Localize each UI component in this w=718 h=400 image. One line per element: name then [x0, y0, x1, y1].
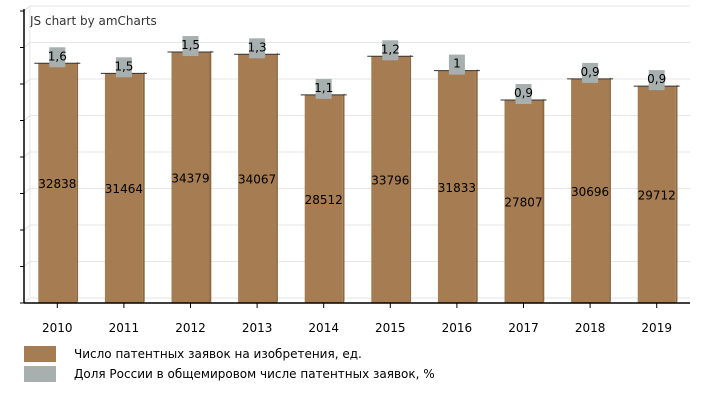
bar-side	[142, 71, 145, 303]
bar-value-label: 31833	[438, 181, 476, 195]
legend-swatch-applications	[24, 346, 56, 362]
bar-side	[209, 50, 212, 304]
share-marker	[382, 40, 399, 61]
share-marker	[582, 62, 599, 83]
axes: 2010 2011 2012 2013 2014 2015 2016 2017 2018 2019	[20, 9, 690, 335]
x-tick-label: 2014	[308, 321, 339, 335]
x-tick-label: 2018	[575, 321, 606, 335]
x-tick-label: 2016	[442, 321, 473, 335]
bar-side	[342, 93, 345, 303]
legend-label-applications: Число патентных заявок на изобретения, е…	[74, 347, 362, 361]
gridline-diagonal	[23, 78, 31, 85]
share-value-label: 0,9	[647, 72, 666, 86]
gridline-diagonal	[23, 188, 31, 194]
legend-label-share: Доля России в общемировом числе патентны…	[74, 367, 435, 381]
share-marker	[249, 38, 266, 59]
bar-value-label: 31464	[105, 182, 143, 196]
share-value-label: 1,2	[381, 42, 400, 56]
x-tick-label: 2011	[109, 321, 140, 335]
share-value-label: 1,1	[314, 81, 333, 95]
bar-side	[609, 77, 611, 304]
bar-value-label: 27807	[504, 196, 542, 210]
bar-value-label: 34379	[171, 172, 209, 186]
gridline-diagonal	[23, 151, 31, 158]
bar-side	[675, 84, 678, 303]
gridline-diagonal	[23, 297, 31, 304]
bars	[34, 36, 680, 304]
bar-side	[475, 69, 478, 303]
share-marker	[115, 57, 132, 78]
share-value-label: 1,5	[181, 38, 200, 52]
bar	[38, 63, 77, 304]
gridline-diagonal	[23, 5, 31, 12]
x-tick-label: 2013	[242, 321, 273, 335]
bar	[571, 78, 610, 304]
share-marker	[182, 36, 199, 57]
gridline-diagonal	[23, 224, 31, 231]
bar-value-label: 32838	[38, 177, 76, 191]
bar	[304, 94, 343, 303]
share-value-label: 1,6	[48, 49, 67, 63]
bar	[371, 56, 410, 303]
share-marker	[448, 54, 465, 75]
data-labels: 32838 1,6 31464 1,5 34379 1,5 34067 1,3 28512 1,1…	[38, 38, 676, 209]
gridline-diagonal	[23, 42, 31, 48]
share-marker	[515, 84, 532, 105]
x-tick-label: 2019	[641, 321, 672, 335]
bar	[171, 52, 210, 304]
gridline-diagonal	[23, 115, 31, 121]
bar-value-label: 28512	[305, 193, 343, 207]
bar-value-label: 33796	[371, 174, 409, 188]
share-value-label: 0,9	[514, 86, 533, 100]
share-marker	[648, 70, 665, 91]
share-value-label: 1,5	[114, 59, 133, 73]
share-marker	[49, 47, 66, 68]
share-value-label: 0,9	[581, 65, 600, 79]
bar-value-label: 29712	[638, 189, 676, 203]
bar	[504, 100, 543, 303]
bar-side	[276, 52, 278, 304]
bar	[238, 54, 277, 304]
bar	[104, 73, 143, 303]
bar-side	[409, 54, 412, 303]
share-value-label: 1	[453, 57, 461, 71]
x-tick-label: 2015	[375, 321, 406, 335]
x-tick-label: 2012	[175, 321, 206, 335]
legend-swatch-share	[24, 366, 56, 382]
chart-credit[interactable]: JS chart by amCharts	[30, 14, 157, 28]
x-tick-label: 2010	[42, 321, 73, 335]
share-marker	[315, 78, 332, 99]
bar-side	[76, 61, 79, 304]
bar	[637, 86, 676, 303]
legend-item-share[interactable]: Доля России в общемировом числе патентны…	[24, 366, 684, 386]
share-value-label: 1,3	[248, 40, 267, 54]
gridline-diagonal	[23, 261, 31, 267]
legend-item-applications[interactable]: Число патентных заявок на изобретения, е…	[24, 346, 684, 366]
bar-value-label: 34067	[238, 173, 276, 187]
bar-value-label: 30696	[571, 185, 609, 199]
x-tick-label: 2017	[508, 321, 539, 335]
bar-side	[542, 98, 545, 303]
bar	[437, 70, 476, 303]
